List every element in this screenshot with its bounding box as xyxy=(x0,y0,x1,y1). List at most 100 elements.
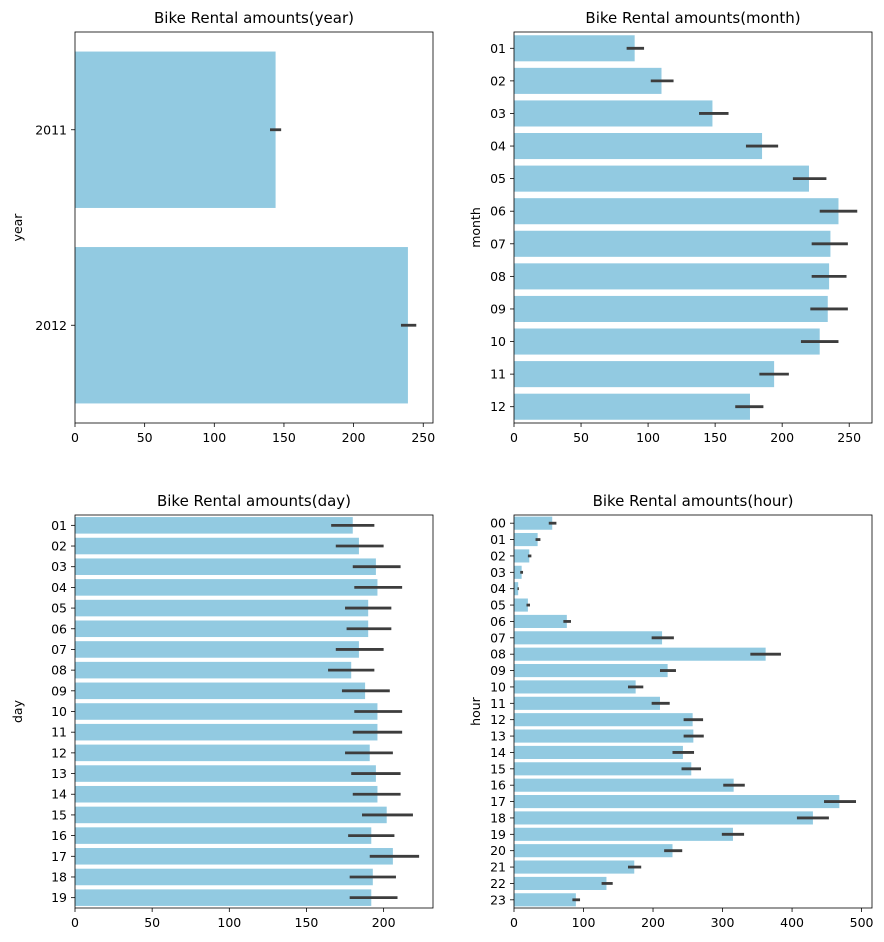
xtick-label: 100 xyxy=(217,915,241,930)
bar-hour-10 xyxy=(514,680,636,694)
xtick-label: 100 xyxy=(202,430,226,445)
bar-hour-01 xyxy=(514,533,538,547)
ytick-label: 09 xyxy=(490,301,506,316)
xtick-label: 250 xyxy=(411,430,435,445)
ytick-label: 09 xyxy=(490,663,506,678)
bar-day-19 xyxy=(75,889,372,906)
xtick-label: 0 xyxy=(71,915,79,930)
bar-day-17 xyxy=(75,848,393,865)
ytick-label: 15 xyxy=(51,807,67,822)
ytick-label: 12 xyxy=(51,745,67,760)
bar-day-05 xyxy=(75,599,369,617)
bar-hour-23 xyxy=(514,893,576,907)
bar-hour-16 xyxy=(514,778,734,792)
ytick-label: 06 xyxy=(51,621,67,636)
bar-hour-03 xyxy=(514,565,522,579)
bar-day-15 xyxy=(75,806,387,824)
xtick-label: 150 xyxy=(295,915,319,930)
xtick-label: 0 xyxy=(71,430,79,445)
ytick-label: 01 xyxy=(490,532,506,547)
xtick-label: 50 xyxy=(137,430,153,445)
bar-day-07 xyxy=(75,641,359,658)
ytick-label: 07 xyxy=(490,236,506,251)
ytick-label: 03 xyxy=(51,559,67,574)
ytick-label: 02 xyxy=(51,539,67,554)
bar-hour-15 xyxy=(514,762,692,776)
xtick-label: 300 xyxy=(711,915,735,930)
ytick-label: 02 xyxy=(490,548,506,563)
bar-day-06 xyxy=(75,620,369,638)
xtick-label: 500 xyxy=(850,915,874,930)
ytick-label: 2012 xyxy=(35,318,67,333)
bar-day-18 xyxy=(75,868,373,886)
ytick-label: 04 xyxy=(51,580,67,595)
ytick-label: 2011 xyxy=(35,122,67,137)
y-axis-label-day: day xyxy=(10,699,25,723)
y-axis-label-month: month xyxy=(468,207,483,248)
bar-month-03 xyxy=(514,100,713,127)
bar-day-12 xyxy=(75,744,370,762)
chart-year: 2011 2012 0 50 100 150 200 250 Bike Rental amoun… xyxy=(10,9,435,445)
ytick-label: 01 xyxy=(490,41,506,56)
xtick-label: 400 xyxy=(780,915,804,930)
bar-day-14 xyxy=(75,785,378,803)
bar-hour-14 xyxy=(514,745,683,759)
bar-hour-08 xyxy=(514,647,766,661)
bar-month-06 xyxy=(514,198,839,225)
bar-day-10 xyxy=(75,703,378,720)
bar-hour-12 xyxy=(514,713,693,727)
xtick-label: 50 xyxy=(144,915,160,930)
ytick-label: 11 xyxy=(490,367,506,382)
bar-day-04 xyxy=(75,579,378,596)
bar-month-04 xyxy=(514,133,763,160)
xtick-label: 100 xyxy=(636,430,660,445)
axes-frame-month xyxy=(513,31,873,424)
ytick-label: 10 xyxy=(490,679,506,694)
bar-month-12 xyxy=(514,393,750,420)
xtick-label: 100 xyxy=(572,915,596,930)
ytick-label: 05 xyxy=(490,598,506,613)
ytick-label: 14 xyxy=(51,787,67,802)
axes-frame-year xyxy=(74,31,434,424)
ytick-label: 01 xyxy=(51,518,67,533)
ytick-label: 10 xyxy=(51,704,67,719)
xtick-label: 0 xyxy=(510,915,518,930)
ytick-label: 22 xyxy=(490,876,506,891)
bar-month-11 xyxy=(514,361,775,388)
ytick-label: 11 xyxy=(490,696,506,711)
xtick-label: 0 xyxy=(510,430,518,445)
ytick-label: 19 xyxy=(490,827,506,842)
bar-month-02 xyxy=(514,67,662,94)
chart-day: 01 02 03 04 05 06 07 08 09 10 11 12 13 14 15 16 17 18 19 0 5… xyxy=(10,492,434,930)
bar-day-13 xyxy=(75,765,376,782)
y-axis-label-hour: hour xyxy=(468,696,483,725)
bar-month-09 xyxy=(514,295,828,322)
ytick-label: 17 xyxy=(490,794,506,809)
bar-hour-22 xyxy=(514,876,607,890)
bar-hour-09 xyxy=(514,664,668,678)
ytick-label: 06 xyxy=(490,204,506,219)
ytick-label: 09 xyxy=(51,683,67,698)
bar-hour-05 xyxy=(514,598,528,612)
ytick-label: 08 xyxy=(490,647,506,662)
ytick-label: 07 xyxy=(51,642,67,657)
ytick-label: 03 xyxy=(490,565,506,580)
bar-year-2011 xyxy=(75,51,276,208)
bar-day-03 xyxy=(75,558,376,575)
ytick-label: 13 xyxy=(490,729,506,744)
ytick-label: 08 xyxy=(490,269,506,284)
bar-hour-19 xyxy=(514,827,733,841)
xtick-label: 200 xyxy=(342,430,366,445)
xtick-label: 250 xyxy=(837,430,861,445)
bar-hour-17 xyxy=(514,795,840,809)
bar-year-2012 xyxy=(75,247,408,404)
bar-month-08 xyxy=(514,263,830,290)
chart-title-hour: Bike Rental amounts(hour) xyxy=(593,492,794,510)
bar-hour-11 xyxy=(514,696,660,710)
chart-month: 01 02 03 04 05 06 07 08 09 10 11 12 0 50 100 150 200 250 B… xyxy=(468,9,873,445)
ytick-label: 12 xyxy=(490,712,506,727)
bar-hour-18 xyxy=(514,811,813,825)
ytick-label: 06 xyxy=(490,614,506,629)
bar-day-09 xyxy=(75,682,366,700)
